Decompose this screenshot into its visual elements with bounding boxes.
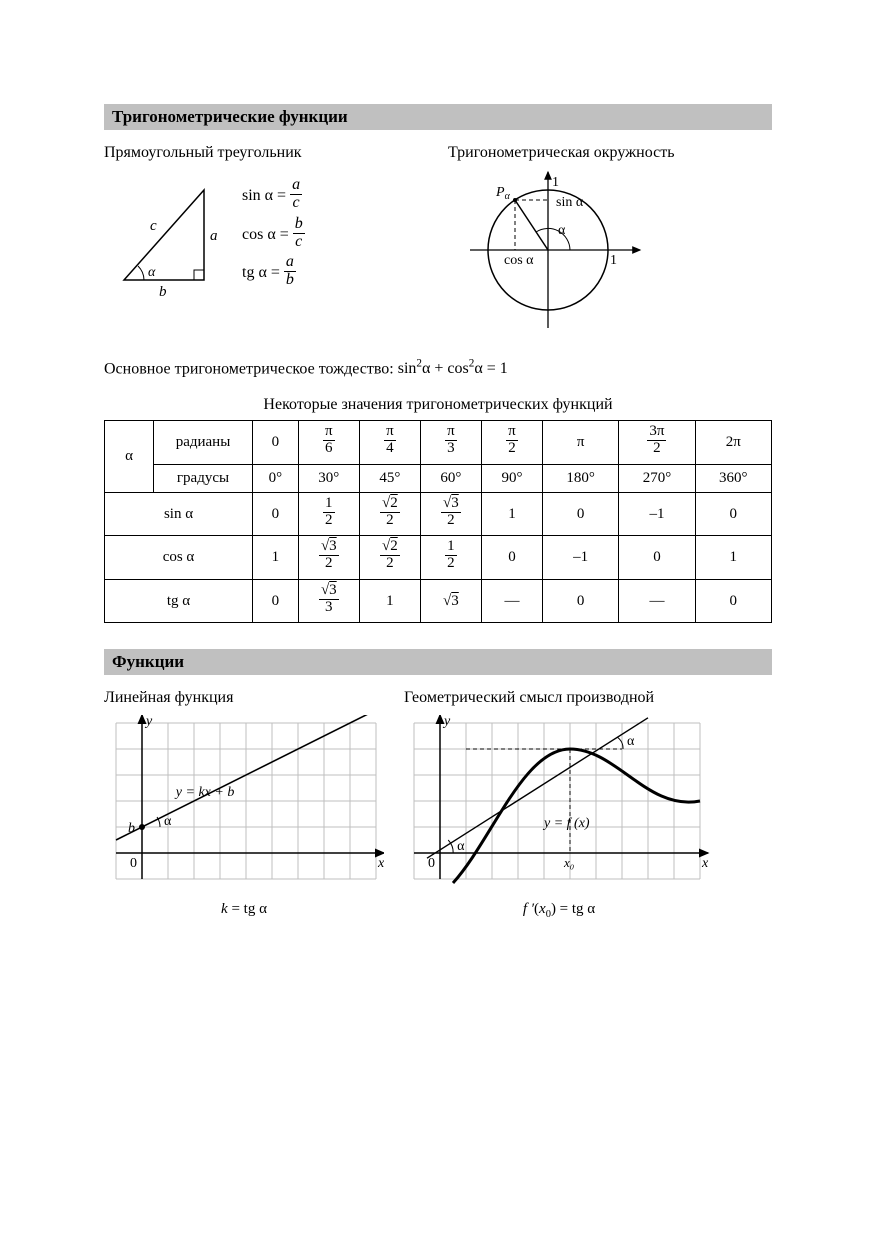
table-row: градусы 0° 30° 45° 60° 90° 180° 270° 360… [105,464,772,492]
uc-cos: cos α [504,253,534,268]
math-reference-page: Тригонометрические функции Прямоугольный… [0,0,872,1000]
svg-text:y: y [144,715,153,729]
rad-3: π3 [420,421,481,465]
trig-values-table: α радианы 0 π6 π4 π3 π2 π 3π2 2π градусы… [104,420,772,623]
svg-text:0: 0 [428,856,435,871]
linear-function-block: Линейная функция y x 0 b αy = kx + b k = tg … [104,689,384,920]
trig-table-title: Некоторые значения тригонометрических фу… [104,396,772,414]
def-sin: sin α = ac [242,177,305,215]
def-tan: tg α = ab [242,254,305,292]
def-cos: cos α = bc [242,216,305,254]
label-alpha: α [148,265,156,280]
svg-text:α: α [457,839,465,854]
svg-text:α: α [164,814,172,829]
derivative-block: Геометрический смысл производной y x 0 x₀ α α… [404,689,714,920]
derivative-graph: y x 0 x₀ α α y = f (x) [404,715,714,895]
svg-text:α: α [627,734,635,749]
unit-circle-svg: 1 1 Pα sin α cos α α [448,170,658,330]
uc-alpha: α [558,223,566,238]
svg-text:x: x [377,856,384,871]
label-a: a [210,228,218,244]
unit-circle-block: Тригонометрическая окружность [448,144,772,330]
trig-top-row: Прямоугольный треугольник α a b c sin α … [104,144,772,330]
radians-label: радианы [154,421,253,465]
uc-P: Pα [495,185,511,202]
right-triangle-svg: α a b c [104,170,224,300]
table-row: α радианы 0 π6 π4 π3 π2 π 3π2 2π [105,421,772,465]
svg-text:x₀: x₀ [563,855,574,870]
degrees-label: градусы [154,464,253,492]
trig-definitions: sin α = ac cos α = bc tg α = ab [242,177,305,292]
section-trig-title: Тригонометрические функции [104,104,772,130]
rad-5: π [542,421,618,465]
rad-0: 0 [253,421,299,465]
linear-function-graph: y x 0 b αy = kx + b [104,715,384,895]
linear-caption: k = tg α [104,901,384,918]
svg-text:y = f (x): y = f (x) [542,816,590,831]
label-b: b [159,284,167,300]
rad-2: π4 [359,421,420,465]
derivative-title: Геометрический смысл производной [404,689,714,707]
functions-row: Линейная функция yx0bαy = kx + b k = tg … [104,689,772,920]
label-c: c [150,218,157,234]
section-functions-title: Функции [104,649,772,675]
table-row: cos α 1 √32 √22 12 0 –1 0 1 [105,536,772,580]
table-row: sin α 0 12 √22 √32 1 0 –1 0 [105,492,772,536]
rad-6: 3π2 [619,421,695,465]
rad-4: π2 [481,421,542,465]
pythagorean-identity: Основное тригонометрическое тождество: s… [104,358,772,378]
right-triangle-title: Прямоугольный треугольник [104,144,428,162]
unit-circle-title: Тригонометрическая окружность [448,144,772,162]
rad-1: π6 [298,421,359,465]
svg-text:b: b [128,821,135,836]
derivative-caption: f ′(x0) = tg α [404,901,714,920]
svg-text:y = kx + b: y = kx + b [174,785,235,800]
uc-one-top: 1 [552,175,559,190]
rad-7: 2π [695,421,771,465]
identity-formula: sin2α + cos2α = 1 [398,360,508,377]
uc-one-right: 1 [610,253,617,268]
svg-text:y: y [442,715,451,729]
linear-title: Линейная функция [104,689,384,707]
right-triangle-block: Прямоугольный треугольник α a b c sin α … [104,144,428,330]
alpha-cell: α [105,421,154,493]
svg-text:0: 0 [130,856,137,871]
svg-text:x: x [701,856,709,871]
uc-sin: sin α [556,195,584,210]
table-row: tg α 0 √33 1 √3 — 0 — 0 [105,579,772,623]
